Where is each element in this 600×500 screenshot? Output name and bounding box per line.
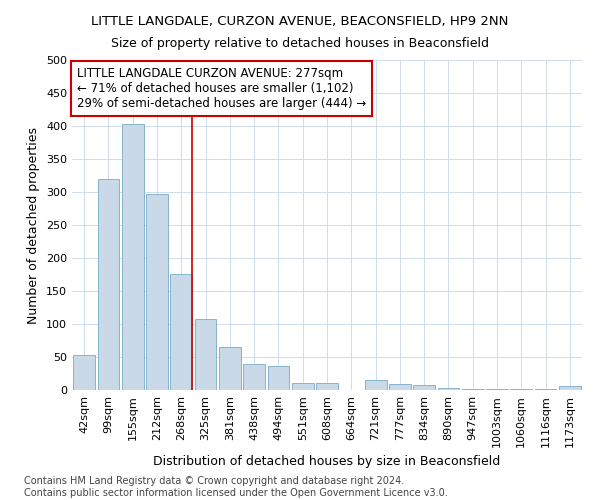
Text: Size of property relative to detached houses in Beaconsfield: Size of property relative to detached ho… (111, 38, 489, 51)
Bar (413, 386, 435, 390)
Text: LITTLE LANGDALE CURZON AVENUE: 277sqm
← 71% of detached houses are smaller (1,10: LITTLE LANGDALE CURZON AVENUE: 277sqm ← … (77, 66, 367, 110)
Bar (268, 366, 289, 390)
Text: Contains HM Land Registry data © Crown copyright and database right 2024.
Contai: Contains HM Land Registry data © Crown c… (24, 476, 448, 498)
Bar (316, 384, 338, 390)
Bar (243, 364, 265, 390)
Bar (365, 380, 386, 390)
Bar (73, 355, 95, 390)
Text: LITTLE LANGDALE, CURZON AVENUE, BEACONSFIELD, HP9 2NN: LITTLE LANGDALE, CURZON AVENUE, BEACONSF… (91, 15, 509, 28)
Bar (389, 384, 411, 390)
Bar (146, 194, 168, 390)
Bar (170, 274, 192, 390)
Bar (292, 382, 314, 390)
Bar (559, 386, 581, 390)
Bar (97, 179, 119, 390)
X-axis label: Distribution of detached houses by size in Beaconsfield: Distribution of detached houses by size … (154, 455, 500, 468)
Bar (194, 320, 217, 390)
Bar (437, 388, 460, 390)
Bar (122, 124, 143, 390)
Bar (219, 347, 241, 390)
Y-axis label: Number of detached properties: Number of detached properties (28, 126, 40, 324)
